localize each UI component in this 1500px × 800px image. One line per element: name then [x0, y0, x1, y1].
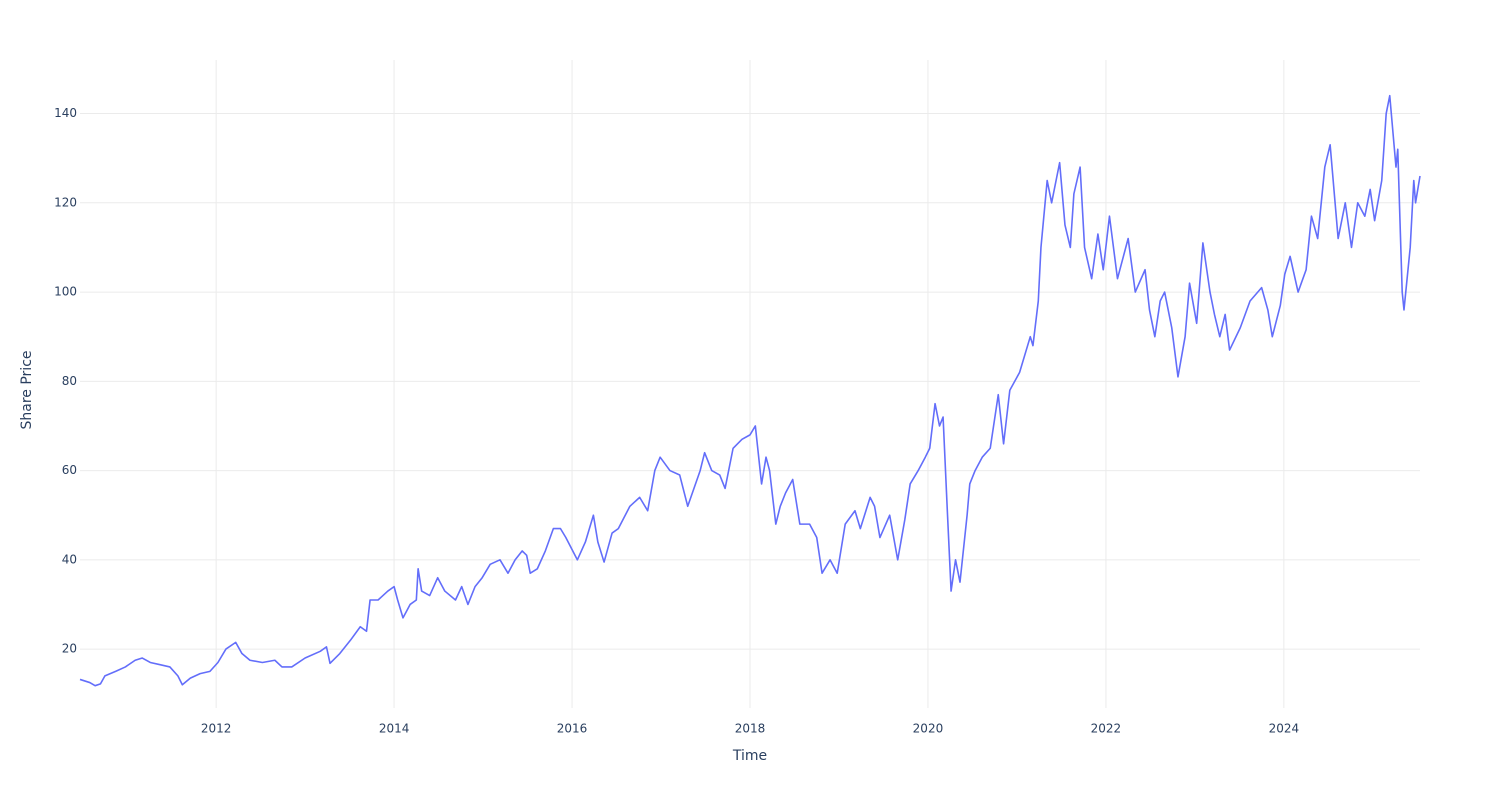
plot-area — [79, 94, 1421, 687]
y-tick-label: 40 — [62, 552, 77, 566]
x-tick-label: 2012 — [201, 722, 232, 736]
x-tick-label: 2024 — [1269, 722, 1300, 736]
x-axis-title: Time — [732, 748, 767, 764]
y-tick-label: 60 — [62, 463, 77, 477]
y-tick-label: 100 — [54, 285, 77, 299]
grid — [80, 60, 1420, 708]
x-tick-label: 2018 — [735, 722, 766, 736]
y-tick-label: 120 — [54, 195, 77, 209]
y-tick-label: 140 — [54, 106, 77, 120]
x-tick-label: 2020 — [913, 722, 944, 736]
x-tick-label: 2022 — [1091, 722, 1122, 736]
x-tick-label: 2016 — [557, 722, 588, 736]
y-axis-title: Share Price — [19, 350, 35, 429]
y-tick-label: 20 — [62, 642, 77, 656]
price-line — [79, 94, 1421, 687]
x-tick-label: 2014 — [379, 722, 410, 736]
y-tick-label: 80 — [62, 374, 77, 388]
